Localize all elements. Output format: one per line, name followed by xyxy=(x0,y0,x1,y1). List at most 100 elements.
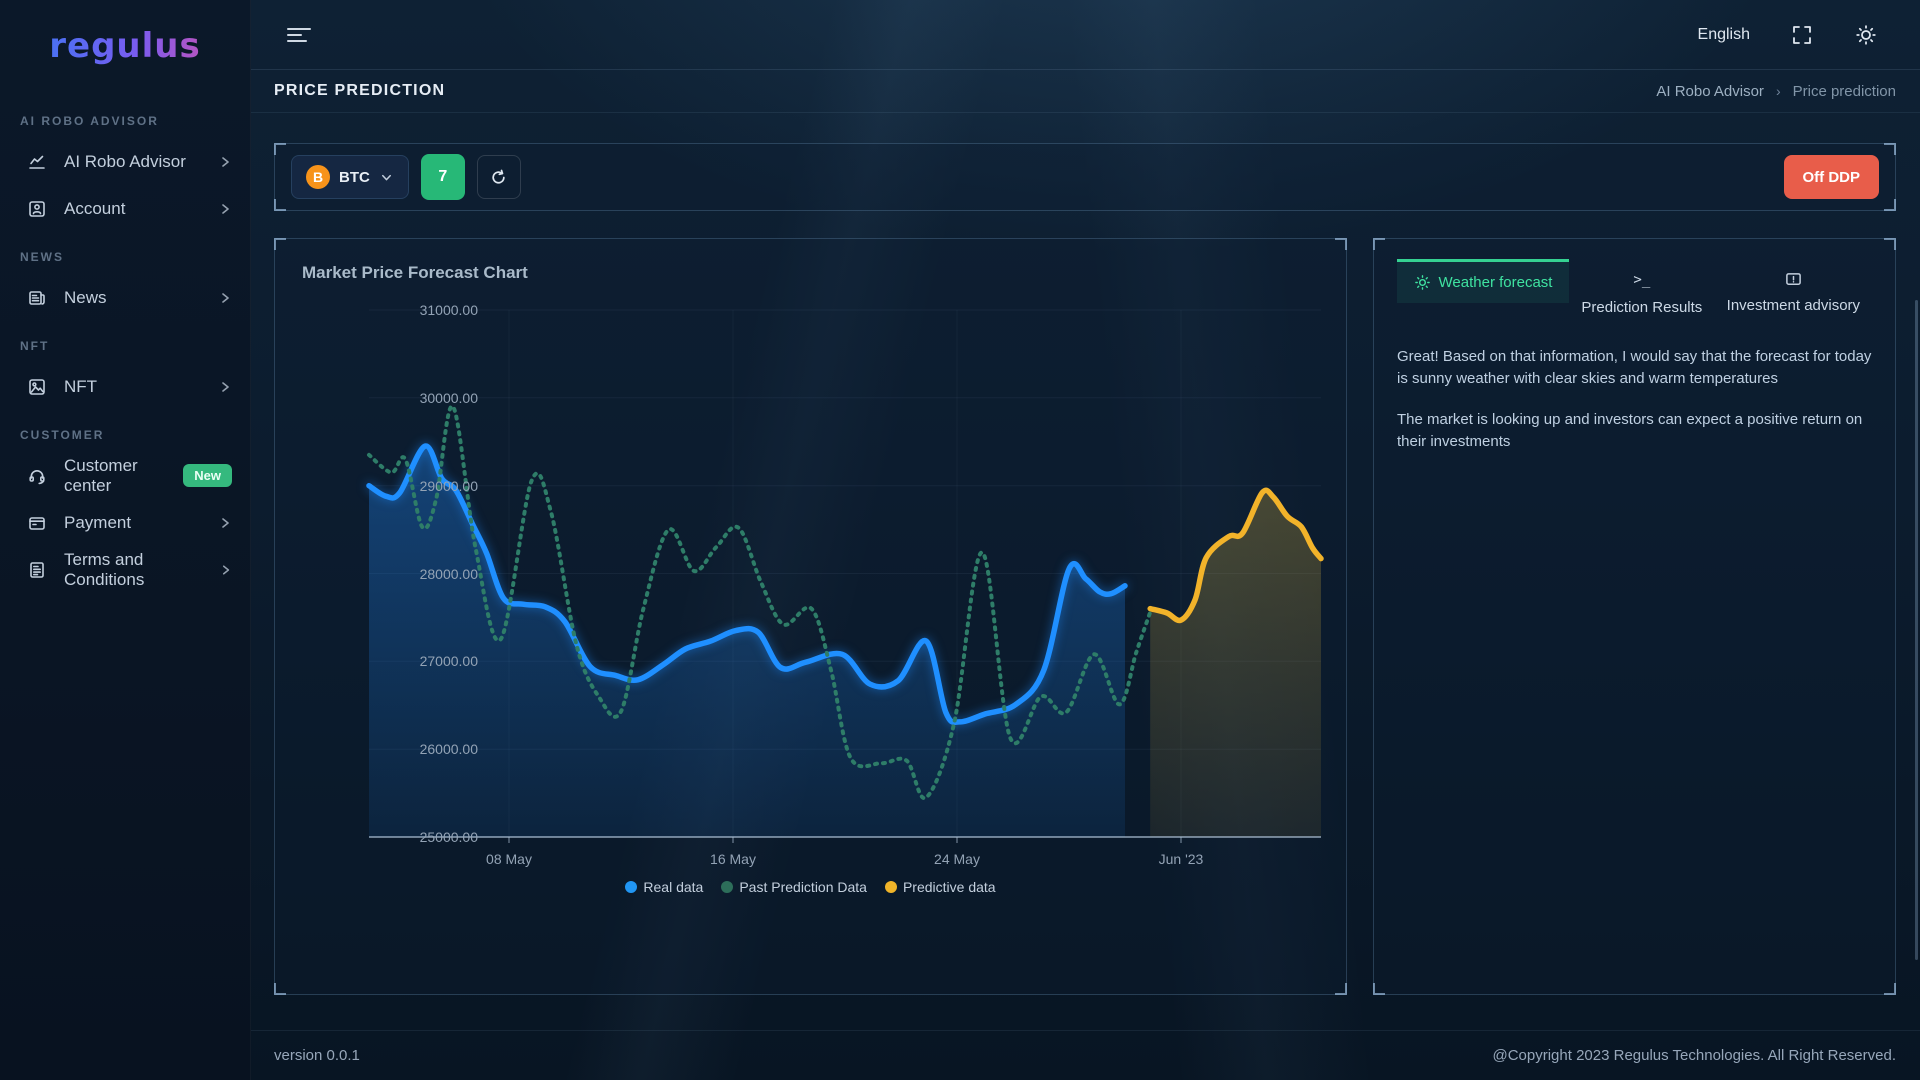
tab-label: Weather forecast xyxy=(1438,274,1553,291)
corner-accent xyxy=(1884,143,1896,155)
newspaper-icon xyxy=(27,288,47,308)
language-selector[interactable]: English xyxy=(1697,25,1750,43)
sidebar-item-label: Account xyxy=(64,198,126,218)
forecast-chart[interactable] xyxy=(366,309,1324,850)
corner-accent xyxy=(1335,238,1347,250)
sidebar-item-ai-robo-advisor[interactable]: AI Robo Advisor xyxy=(0,138,250,185)
off-ddp-button[interactable]: Off DDP xyxy=(1783,155,1879,199)
corner-accent xyxy=(1335,983,1347,995)
corner-accent xyxy=(1884,983,1896,995)
y-axis-tick: 28000.00 xyxy=(419,565,478,582)
chevron-right-icon xyxy=(222,564,229,575)
breadcrumb-current: Price prediction xyxy=(1792,82,1896,100)
sidebar-item-payment[interactable]: Payment xyxy=(0,499,250,546)
page-scrollbar[interactable] xyxy=(1915,300,1918,960)
headset-icon xyxy=(27,466,47,486)
chart-line-icon xyxy=(27,152,47,172)
document-icon xyxy=(27,560,47,580)
legend-dot-icon xyxy=(625,881,638,893)
sidebar-item-customer-center[interactable]: Customer center New xyxy=(0,452,250,499)
tab-prediction-results[interactable]: >_ Prediction Results xyxy=(1569,259,1715,318)
chevron-right-icon xyxy=(222,517,229,528)
tab-label: Investment advisory xyxy=(1726,297,1861,314)
tab-weather-forecast[interactable]: Weather forecast xyxy=(1397,259,1569,303)
topbar: English xyxy=(251,0,1920,70)
sidebar-item-label: Payment xyxy=(64,512,132,532)
y-axis-tick: 25000.00 xyxy=(419,829,478,845)
legend-item: Predictive data xyxy=(884,879,996,895)
y-axis-tick: 26000.00 xyxy=(419,741,478,758)
x-axis-tick: 08 May xyxy=(486,851,532,867)
tab-investment-advisory[interactable]: Investment advisory xyxy=(1715,259,1872,316)
sidebar-section-ai-robo-advisor: AI ROBO ADVISOR xyxy=(20,114,159,128)
main-area: English PRICE PREDICTION AI Robo Advisor… xyxy=(251,0,1920,1080)
bitcoin-icon: B xyxy=(306,165,330,189)
regulus-logo[interactable]: regulus xyxy=(0,0,250,96)
corner-accent xyxy=(1373,983,1385,995)
coin-label: BTC xyxy=(339,168,370,186)
advisor-message: Great! Based on that information, I woul… xyxy=(1397,346,1872,453)
y-axis-tick: 31000.00 xyxy=(419,302,478,318)
y-axis-tick: 30000.00 xyxy=(419,389,478,406)
chevron-right-icon xyxy=(222,381,229,392)
chart-title: Market Price Forecast Chart xyxy=(302,263,528,282)
sidebar-section-nft: NFT xyxy=(20,339,50,353)
legend-dot-icon xyxy=(721,881,734,893)
toolbar-card: B BTC 7 Off DDP xyxy=(274,143,1896,211)
footer: version 0.0.1 @Copyright 2023 Regulus Te… xyxy=(251,1030,1920,1080)
theme-sun-icon[interactable] xyxy=(1854,23,1878,47)
account-card-icon xyxy=(27,199,47,219)
content: B BTC 7 Off DDP Market Price Forecast Ch… xyxy=(251,113,1920,1030)
sidebar-item-label: AI Robo Advisor xyxy=(64,151,186,171)
sidebar-item-news[interactable]: News xyxy=(0,274,250,321)
sidebar-section-customer: CUSTOMER xyxy=(20,428,105,442)
sidebar-item-terms-and-conditions[interactable]: Terms and Conditions xyxy=(0,546,250,593)
breadcrumb-separator-icon: › xyxy=(1775,83,1781,99)
image-icon xyxy=(27,377,47,397)
x-axis-tick: Jun '23 xyxy=(1158,851,1204,867)
corner-accent xyxy=(274,143,286,155)
chart-legend: Real data Past Prediction Data Predictive … xyxy=(275,879,1346,895)
legend-dot-icon xyxy=(884,881,897,893)
corner-accent xyxy=(1884,238,1896,250)
chevron-down-icon xyxy=(381,174,391,180)
corner-accent xyxy=(274,238,286,250)
sidebar-item-account[interactable]: Account xyxy=(0,185,250,232)
breadcrumb: AI Robo Advisor › Price prediction xyxy=(1656,83,1896,100)
sun-icon xyxy=(1414,274,1431,291)
corner-accent xyxy=(274,199,286,211)
chevron-right-icon xyxy=(222,156,229,167)
chevron-right-icon xyxy=(222,292,229,303)
page-header: PRICE PREDICTION AI Robo Advisor › Price… xyxy=(251,70,1920,113)
sidebar-item-nft[interactable]: NFT xyxy=(0,363,250,410)
refresh-button[interactable] xyxy=(476,155,521,199)
y-axis-tick: 27000.00 xyxy=(419,653,478,670)
terminal-icon: >_ xyxy=(1633,272,1651,288)
legend-item: Past Prediction Data xyxy=(721,879,867,895)
x-axis-tick: 16 May xyxy=(710,851,756,867)
menu-toggle-icon[interactable] xyxy=(287,24,313,46)
sidebar-item-label: Terms and Conditions xyxy=(64,549,145,589)
legend-item: Real data xyxy=(625,879,703,895)
breadcrumb-parent[interactable]: AI Robo Advisor xyxy=(1656,82,1764,100)
advisor-paragraph: The market is looking up and investors c… xyxy=(1397,410,1863,450)
x-axis-tick: 24 May xyxy=(934,851,980,867)
advisor-tabs: Weather forecast >_ Prediction Results I… xyxy=(1397,259,1872,318)
copyright: @Copyright 2023 Regulus Technologies. Al… xyxy=(1492,1047,1896,1064)
advisory-bubble-icon xyxy=(1785,271,1802,288)
coin-select-dropdown[interactable]: B BTC xyxy=(291,155,409,199)
corner-accent xyxy=(1884,199,1896,211)
advisor-panel: Weather forecast >_ Prediction Results I… xyxy=(1373,238,1896,995)
fullscreen-icon[interactable] xyxy=(1790,23,1814,47)
wallet-icon xyxy=(27,513,47,533)
corner-accent xyxy=(274,983,286,995)
advisor-paragraph: Great! Based on that information, I woul… xyxy=(1397,348,1872,388)
sidebar-item-label: News xyxy=(64,287,107,307)
new-badge: New xyxy=(183,464,232,487)
sidebar-item-label: Customer center xyxy=(64,455,138,495)
forecast-days-button[interactable]: 7 xyxy=(420,154,465,200)
y-axis-tick: 29000.00 xyxy=(419,477,478,494)
app-version: version 0.0.1 xyxy=(274,1047,360,1064)
tab-label: Prediction Results xyxy=(1581,298,1703,316)
sidebar-item-label: NFT xyxy=(64,376,98,396)
